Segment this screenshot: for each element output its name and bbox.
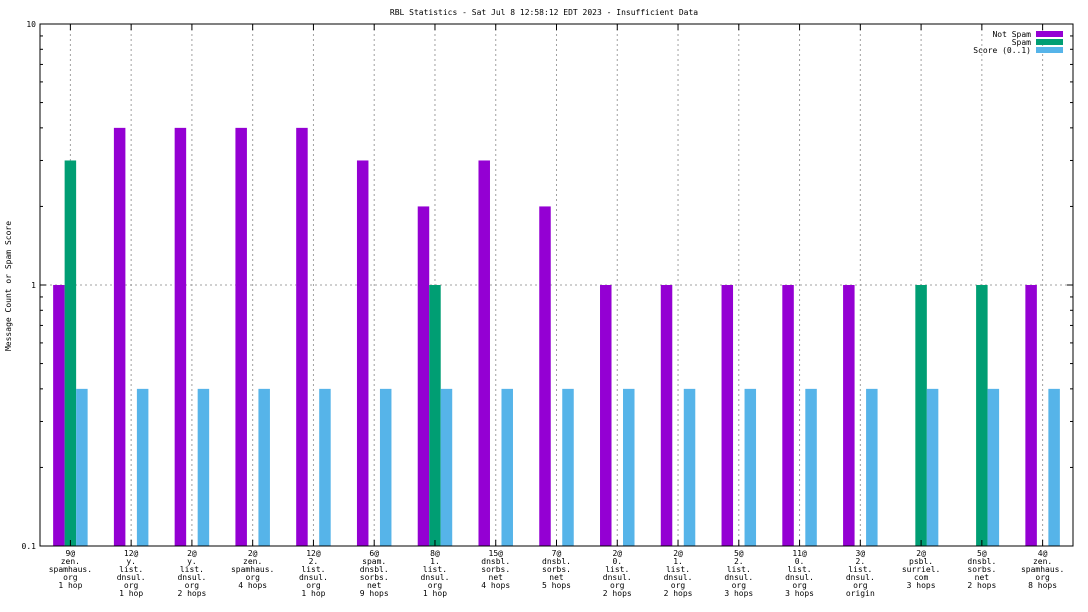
bar-score-0-1 (1048, 388, 1060, 546)
legend-label: Spam (1012, 38, 1031, 47)
bar-score-0-1 (926, 388, 939, 546)
bar-not-spam (235, 127, 247, 547)
bar-score-0-1 (258, 388, 270, 546)
bar-score-0-1 (197, 388, 210, 546)
bar-spam (64, 160, 77, 546)
y-tick-label: 1 (31, 281, 36, 290)
x-tick-label: 8@ 1. list. dnsul. org 1 hop (421, 549, 450, 598)
bar-not-spam (478, 160, 490, 546)
bar-not-spam (1025, 285, 1037, 546)
legend-label: Not Spam (992, 30, 1031, 39)
bar-score-0-1 (987, 388, 1000, 546)
bar-score-0-1 (805, 388, 817, 546)
bar-spam (915, 285, 927, 546)
x-tick-label: 2@ 1. list. dnsul. org 2 hops (664, 549, 693, 598)
y-axis-label: Message Count or Spam Score (4, 221, 13, 351)
bar-not-spam (356, 160, 369, 546)
bar-score-0-1 (501, 388, 513, 546)
bar-score-0-1 (562, 388, 574, 546)
x-axis-labels: 9@ zen. spamhaus. org 1 hop 12@ y. list. dnsul. o… (49, 549, 1065, 598)
x-tick-label: 15@ dnsbl. sorbs. net 4 hops (481, 549, 510, 590)
legend-swatch (1036, 39, 1063, 45)
bar-score-0-1 (136, 388, 149, 546)
x-tick-label: 3@ 2. list. dnsul. org origin (846, 549, 875, 598)
bar-score-0-1 (683, 388, 696, 546)
bar-not-spam (174, 127, 187, 547)
bar-not-spam (782, 285, 794, 546)
y-tick-label: 10 (26, 20, 36, 29)
x-tick-label: 2@ psbl. surriel. com 3 hops (902, 549, 941, 590)
legend-swatch (1036, 47, 1063, 53)
bar-not-spam (843, 285, 855, 546)
x-tick-label: 2@ y. list. dnsul. org 2 hops (177, 549, 206, 598)
bar-not-spam (600, 285, 612, 546)
axis-ticks: 0.1 1 10 (22, 20, 1073, 551)
bar-not-spam (721, 285, 734, 546)
bars (53, 127, 1060, 547)
bar-score-0-1 (76, 388, 88, 546)
x-tick-label: 2@ 0. list. dnsul. org 2 hops (603, 549, 632, 598)
bar-not-spam (539, 206, 551, 547)
x-tick-label: 9@ zen. spamhaus. org 1 hop (49, 549, 92, 590)
bar-score-0-1 (440, 388, 453, 546)
bar-score-0-1 (319, 388, 331, 546)
bar-not-spam (417, 206, 430, 547)
legend-label: Score (0..1) (973, 46, 1031, 55)
bar-spam (976, 285, 988, 546)
y-tick-label: 0.1 (22, 542, 37, 551)
bar-not-spam (296, 127, 308, 547)
x-tick-label: 5@ dnsbl. sorbs. net 2 hops (967, 549, 996, 590)
x-tick-label: 5@ 2. list. dnsul. org 3 hops (724, 549, 753, 598)
bar-not-spam (660, 285, 673, 546)
x-tick-label: 11@ 0. list. dnsul. org 3 hops (785, 549, 814, 598)
x-tick-label: 7@ dnsbl. sorbs. net 5 hops (542, 549, 571, 590)
x-tick-label: 2@ zen. spamhaus. org 4 hops (231, 549, 274, 590)
x-tick-label: 6@ spam. dnsbl. sorbs. net 9 hops (360, 549, 389, 598)
legend-swatch (1036, 31, 1063, 37)
x-tick-label: 12@ y. list. dnsul. org 1 hop (117, 549, 146, 598)
bar-score-0-1 (866, 388, 878, 546)
bar-score-0-1 (623, 388, 635, 546)
chart-title: RBL Statistics - Sat Jul 8 12:58:12 EDT … (390, 8, 698, 17)
x-tick-label: 12@ 2. list. dnsul. org 1 hop (299, 549, 328, 598)
bar-score-0-1 (379, 388, 392, 546)
bar-not-spam (53, 285, 65, 546)
bar-score-0-1 (744, 388, 757, 546)
bar-not-spam (113, 127, 126, 547)
bar-spam (429, 285, 441, 546)
x-tick-label: 4@ zen. spamhaus. org 8 hops (1021, 549, 1064, 590)
